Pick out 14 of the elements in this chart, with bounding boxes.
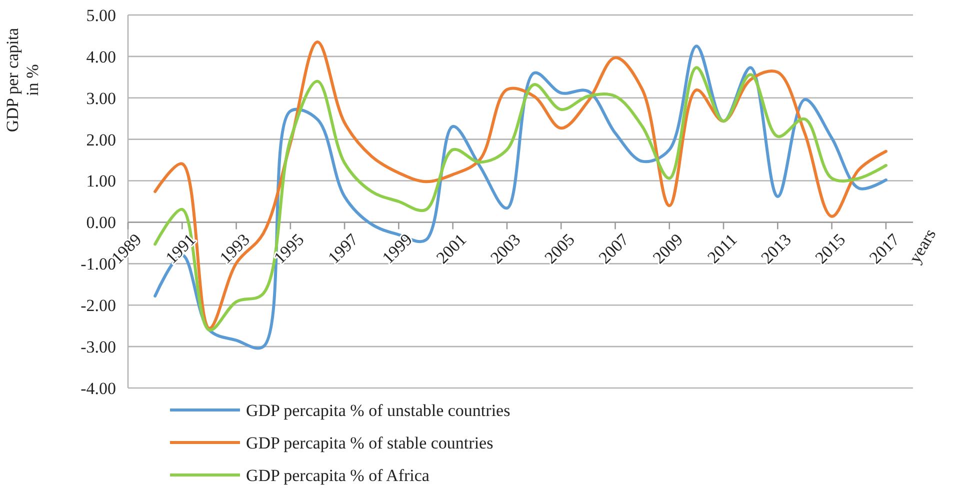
- y-tick-label: 0.00: [86, 213, 116, 232]
- legend-label: GDP percapita % of unstable countries: [246, 400, 510, 420]
- y-tick-label: 3.00: [86, 88, 116, 108]
- legend-label: GDP percapita % of stable countries: [246, 433, 494, 452]
- x-tick-label: 1991: [162, 230, 200, 268]
- y-tick-label: -4.00: [80, 378, 116, 398]
- y-tick-label: 1.00: [86, 172, 116, 191]
- y-tick-label: -3.00: [80, 338, 116, 357]
- y-tick-label: 4.00: [86, 47, 116, 66]
- y-tick-label: 2.00: [86, 130, 116, 150]
- y-tick-label: -2.00: [80, 296, 116, 316]
- y-axis-title: GDP per capita in %: [3, 27, 42, 132]
- legend-label: GDP percapita % of Africa: [246, 466, 430, 485]
- y-tick-label: 5.00: [86, 6, 116, 25]
